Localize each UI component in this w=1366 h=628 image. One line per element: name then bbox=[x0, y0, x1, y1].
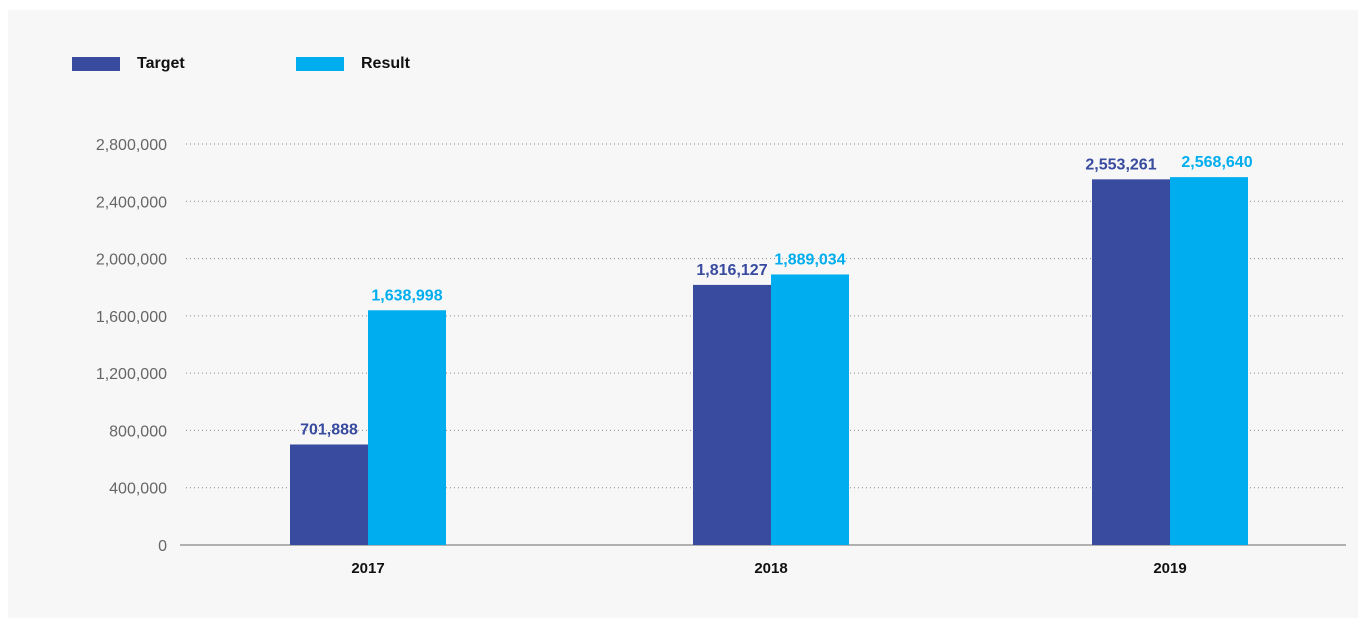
y-tick-label: 2,000,000 bbox=[96, 252, 167, 269]
legend-item-target: Target bbox=[72, 56, 185, 72]
x-tick-label: 2019 bbox=[1153, 560, 1186, 577]
data-label-result-2018: 1,889,034 bbox=[774, 251, 845, 268]
x-tick-label: 2018 bbox=[754, 560, 787, 577]
legend-label-result: Result bbox=[361, 55, 410, 72]
bar-result-2017 bbox=[368, 310, 446, 545]
y-tick-label: 2,800,000 bbox=[96, 137, 167, 154]
bar-target-2018 bbox=[693, 284, 771, 545]
y-tick-label: 400,000 bbox=[109, 481, 167, 498]
y-tick-label: 1,200,000 bbox=[96, 366, 167, 383]
legend-swatch-result bbox=[296, 57, 344, 71]
legend-swatch-target bbox=[72, 57, 120, 71]
y-tick-label: 1,600,000 bbox=[96, 309, 167, 326]
data-label-target-2017: 701,888 bbox=[300, 421, 358, 438]
bar-result-2018 bbox=[771, 274, 849, 545]
y-tick-label: 0 bbox=[158, 538, 167, 555]
legend-label-target: Target bbox=[137, 55, 185, 72]
bar-target-2017 bbox=[290, 444, 368, 545]
bar-result-2019 bbox=[1170, 177, 1248, 545]
y-tick-label: 2,400,000 bbox=[96, 194, 167, 211]
x-tick-label: 2017 bbox=[351, 560, 384, 577]
data-label-target-2019: 2,553,261 bbox=[1085, 156, 1156, 173]
data-label-target-2018: 1,816,127 bbox=[696, 262, 767, 279]
data-label-result-2019: 2,568,640 bbox=[1181, 154, 1252, 171]
bar-target-2019 bbox=[1092, 179, 1170, 545]
legend-item-result: Result bbox=[296, 56, 410, 72]
data-label-result-2017: 1,638,998 bbox=[371, 287, 442, 304]
y-tick-label: 800,000 bbox=[109, 423, 167, 440]
